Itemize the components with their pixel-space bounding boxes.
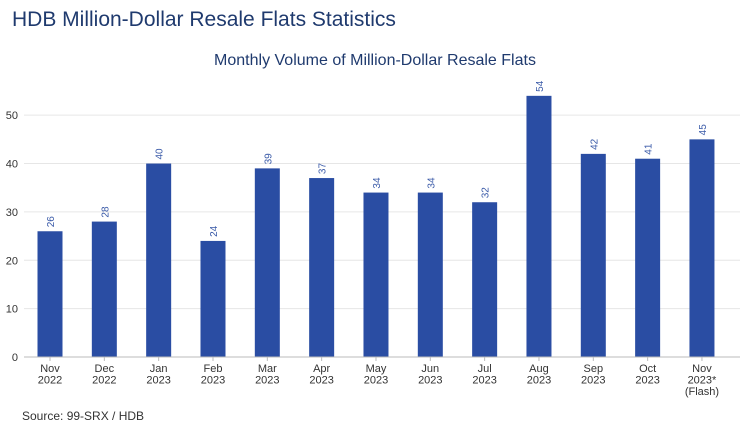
x-tick-label: 2023: [309, 375, 333, 387]
data-label: 41: [644, 143, 655, 155]
data-label: 54: [535, 80, 546, 92]
data-label: 24: [209, 225, 220, 237]
page-title: HDB Million-Dollar Resale Flats Statisti…: [12, 8, 396, 31]
x-tick-label: Jan: [150, 363, 168, 375]
y-tick-label: 0: [12, 352, 18, 364]
bar: [146, 163, 172, 357]
y-tick-label: 30: [6, 207, 18, 219]
x-tick-label: Aug: [529, 363, 549, 375]
x-tick-label: 2023: [364, 375, 388, 387]
bar: [580, 153, 606, 357]
data-label: 32: [481, 187, 492, 199]
value-labels: 26 28 40 24 39 37 34 34 32 54 42 41 45: [46, 80, 709, 237]
x-axis-ticks: Nov2022Dec2022Jan2023Feb2023Mar2023Apr20…: [38, 357, 719, 398]
x-tick-label: Oct: [639, 363, 656, 375]
x-tick-label: Jul: [478, 363, 492, 375]
x-tick-label: 2023: [527, 375, 551, 387]
data-label: 42: [589, 138, 600, 150]
y-tick-label: 40: [6, 159, 18, 171]
bars: [37, 95, 715, 357]
bar: [417, 192, 443, 357]
data-label: 39: [263, 153, 274, 165]
data-label: 45: [698, 124, 709, 136]
x-tick-label: 2022: [38, 375, 62, 387]
x-tick-label: Apr: [313, 363, 330, 375]
x-tick-label: 2023: [635, 375, 659, 387]
x-tick-label: 2023*: [688, 375, 717, 387]
y-tick-label: 20: [6, 255, 18, 267]
x-tick-label: Nov: [692, 363, 712, 375]
data-label: 26: [46, 216, 57, 228]
x-tick-label: 2023: [418, 375, 442, 387]
bar: [309, 178, 335, 357]
x-tick-label: Jun: [421, 363, 439, 375]
data-label: 28: [100, 206, 111, 218]
bar: [254, 168, 280, 357]
x-tick-label: 2023: [146, 375, 170, 387]
x-tick-label: Feb: [204, 363, 223, 375]
bar: [526, 95, 552, 357]
bar: [200, 240, 226, 357]
data-label: 34: [372, 177, 383, 189]
bar: [472, 202, 498, 357]
bar: [363, 192, 389, 357]
bar: [91, 221, 117, 357]
x-tick-label: 2022: [92, 375, 116, 387]
data-label: 37: [318, 162, 329, 174]
bar: [635, 158, 661, 357]
y-tick-label: 10: [6, 304, 18, 316]
source-note: Source: 99-SRX / HDB: [22, 409, 145, 423]
x-tick-label: 2023: [201, 375, 225, 387]
x-tick-label: 2023: [255, 375, 279, 387]
data-label: 40: [155, 148, 166, 160]
x-tick-label: (Flash): [685, 386, 719, 398]
chart-title: Monthly Volume of Million-Dollar Resale …: [214, 52, 536, 69]
x-tick-label: 2023: [472, 375, 496, 387]
x-tick-label: May: [366, 363, 387, 375]
x-tick-label: Dec: [95, 363, 115, 375]
bar: [37, 231, 63, 357]
x-tick-label: Sep: [584, 363, 604, 375]
y-axis-ticks: 0 10 20 30 40 50: [6, 110, 18, 364]
x-tick-label: Mar: [258, 363, 277, 375]
x-tick-label: 2023: [581, 375, 605, 387]
data-label: 34: [426, 177, 437, 189]
bar: [689, 139, 715, 357]
y-tick-label: 50: [6, 110, 18, 122]
x-tick-label: Nov: [40, 363, 60, 375]
